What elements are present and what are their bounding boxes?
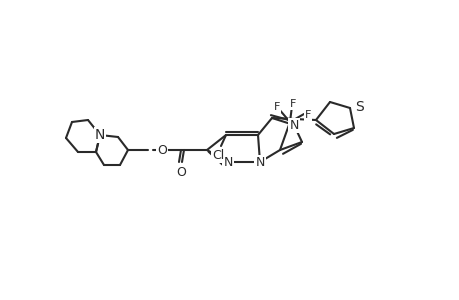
Text: N: N [223,155,232,169]
Text: N: N [95,128,105,142]
Text: N: N [289,118,298,131]
Text: F: F [273,102,280,112]
Text: N: N [255,155,264,169]
Text: F: F [304,110,310,120]
Text: Cl: Cl [212,148,224,161]
Text: O: O [176,166,185,178]
Text: F: F [289,99,296,109]
Text: S: S [355,100,364,114]
Text: O: O [157,143,167,157]
